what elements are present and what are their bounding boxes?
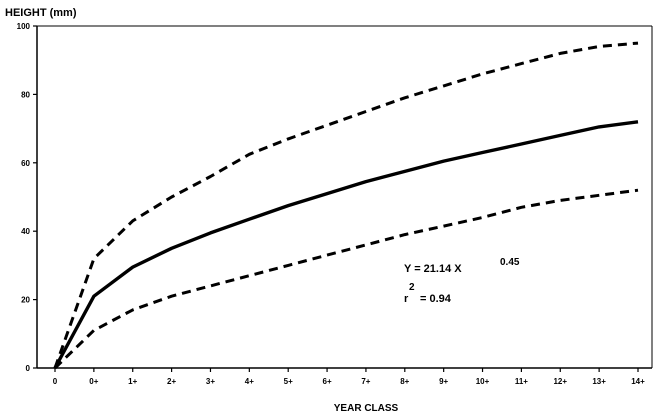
x-tick-label: 12+: [553, 377, 567, 386]
y-tick-label: 0: [26, 364, 31, 373]
x-tick-label: 13+: [592, 377, 606, 386]
x-tick-label: 2+: [167, 377, 176, 386]
x-tick-label: 0: [53, 377, 58, 386]
x-tick-label: 7+: [361, 377, 370, 386]
x-tick-label: 4+: [245, 377, 254, 386]
x-tick-label: 1+: [128, 377, 137, 386]
x-tick-label: 14+: [631, 377, 645, 386]
x-tick-label: 5+: [284, 377, 293, 386]
x-tick-label: 11+: [515, 377, 528, 386]
r-squared-symbol: r: [404, 293, 409, 305]
x-tick-label: 6+: [323, 377, 332, 386]
equation-text: Y = 21.14 X: [404, 263, 462, 275]
y-tick-label: 80: [21, 90, 30, 99]
x-tick-label: 8+: [400, 377, 409, 386]
r-squared-exponent: 2: [409, 282, 415, 293]
upper-bound-dashed-line: [53, 41, 639, 369]
r-squared-value: = 0.94: [420, 293, 452, 305]
y-tick-label: 40: [21, 227, 30, 236]
x-axis-label: YEAR CLASS: [334, 403, 399, 414]
series-lines: [53, 41, 639, 370]
y-tick-label: 20: [21, 296, 30, 305]
x-ticks: 0 0+ 1+ 2+ 3+ 4+ 5+ 6+ 7+ 8+ 9+ 10+ 11+ 12+ 13+ 14+: [53, 368, 645, 386]
mean-growth-line: [53, 120, 639, 369]
y-tick-label: 60: [21, 159, 30, 168]
y-ticks: 0 20 40 60 80 100: [17, 22, 37, 373]
lower-bound-dashed-line: [53, 188, 639, 370]
x-tick-label: 10+: [476, 377, 490, 386]
regression-annotation: Y = 21.14 X 0.45 r 2 = 0.94: [404, 257, 520, 305]
x-tick-label: 3+: [206, 377, 215, 386]
x-tick-label: 9+: [439, 377, 448, 386]
y-axis-label: HEIGHT (mm): [5, 7, 77, 19]
y-tick-label: 100: [17, 22, 31, 31]
axes: [36, 25, 653, 369]
x-tick-label: 0+: [89, 377, 98, 386]
equation-exponent: 0.45: [500, 257, 520, 268]
